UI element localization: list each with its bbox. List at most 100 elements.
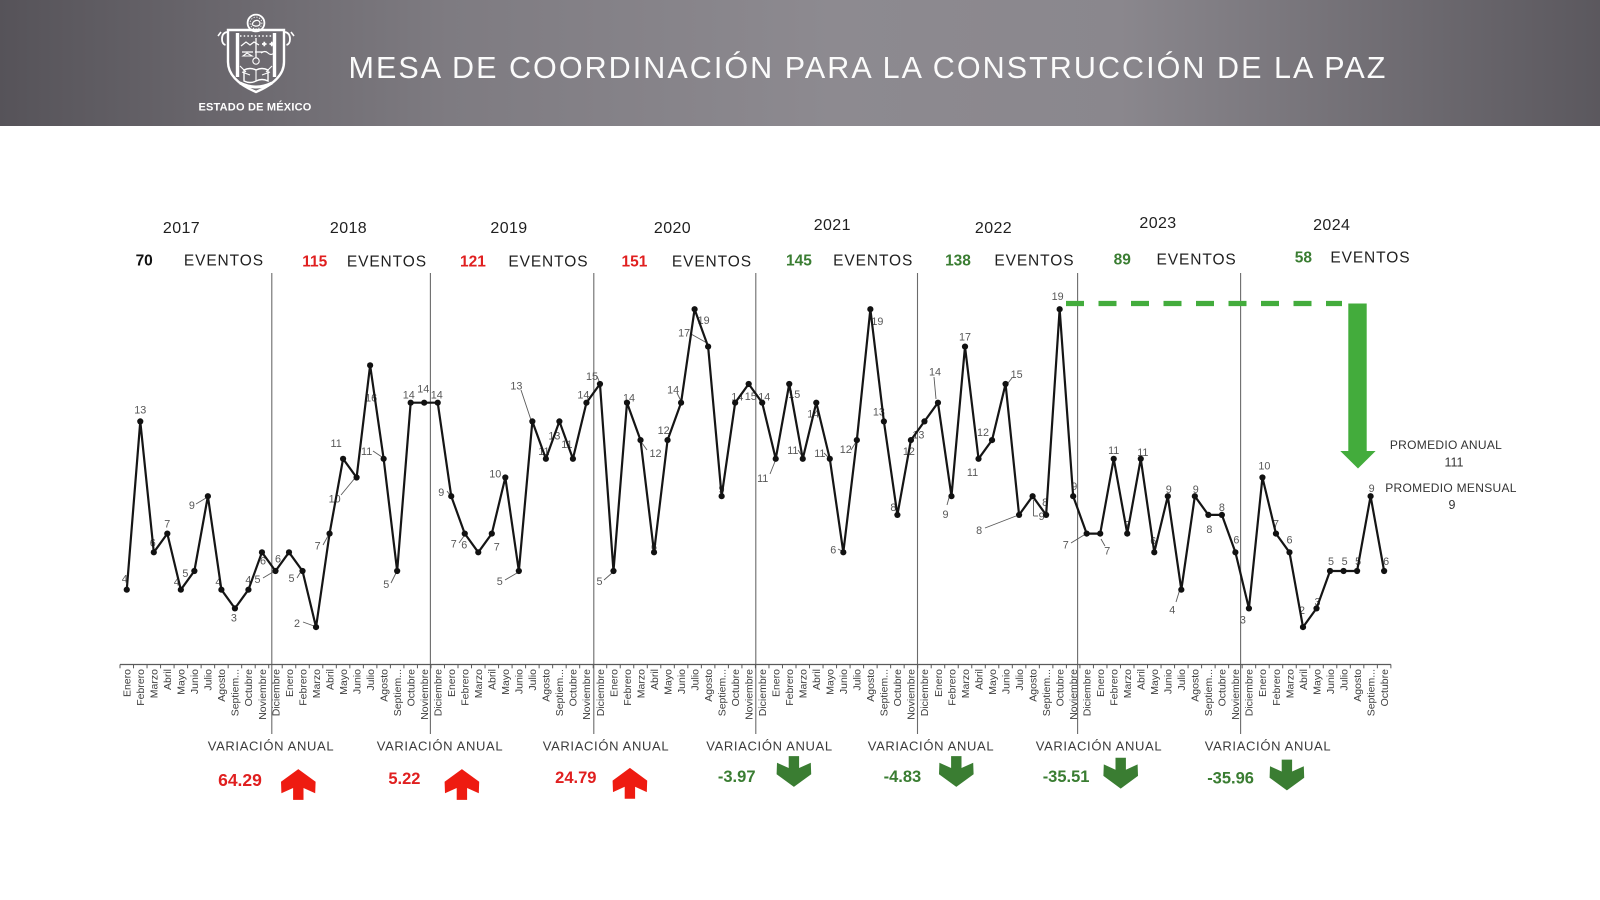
svg-text:VARIACIÓN ANUAL: VARIACIÓN ANUAL — [706, 739, 833, 754]
svg-text:Febrero: Febrero — [135, 669, 147, 706]
svg-text:Julio: Julio — [852, 669, 864, 691]
svg-text:5: 5 — [254, 574, 260, 586]
svg-text:17: 17 — [678, 328, 690, 340]
svg-text:Septiem...: Septiem... — [1203, 669, 1215, 716]
svg-text:Abril: Abril — [1298, 669, 1310, 690]
svg-text:9: 9 — [1193, 484, 1199, 496]
svg-text:Diciembre: Diciembre — [1081, 669, 1093, 716]
svg-text:6: 6 — [830, 544, 836, 556]
svg-text:11: 11 — [757, 473, 768, 485]
svg-text:9: 9 — [1449, 498, 1456, 512]
svg-text:Junio: Junio — [1325, 669, 1337, 694]
svg-text:Mayo: Mayo — [1149, 669, 1161, 695]
svg-text:Diciembre: Diciembre — [270, 669, 282, 716]
svg-text:Enero: Enero — [771, 669, 783, 697]
svg-text:11: 11 — [787, 445, 798, 457]
svg-text:PROMEDIO ANUAL: PROMEDIO ANUAL — [1390, 438, 1502, 452]
svg-text:151: 151 — [621, 254, 647, 271]
svg-text:15: 15 — [745, 391, 757, 403]
svg-text:9: 9 — [942, 509, 948, 521]
svg-text:Septiem...: Septiem... — [230, 669, 242, 716]
svg-text:Febrero: Febrero — [1109, 669, 1121, 706]
svg-text:24.79: 24.79 — [555, 769, 596, 787]
svg-text:Diciembre: Diciembre — [919, 669, 931, 716]
svg-text:Enero: Enero — [933, 669, 945, 697]
svg-text:EVENTOS: EVENTOS — [994, 253, 1074, 270]
svg-text:Febrero: Febrero — [297, 669, 309, 706]
svg-text:10: 10 — [329, 494, 341, 506]
svg-text:11: 11 — [330, 438, 341, 450]
svg-text:6: 6 — [1286, 534, 1292, 546]
svg-text:6: 6 — [1233, 534, 1239, 546]
svg-text:Enero: Enero — [1257, 669, 1269, 697]
svg-text:Junio: Junio — [676, 669, 688, 694]
svg-text:Marzo: Marzo — [149, 669, 161, 698]
svg-text:64.29: 64.29 — [218, 770, 262, 790]
svg-text:4: 4 — [1169, 605, 1175, 617]
svg-text:Abril: Abril — [487, 669, 499, 690]
svg-text:8: 8 — [890, 502, 896, 514]
svg-text:Junio: Junio — [514, 669, 526, 694]
svg-text:Agosto: Agosto — [703, 669, 715, 702]
svg-text:Mayo: Mayo — [662, 669, 674, 695]
svg-text:6: 6 — [275, 553, 281, 565]
svg-text:6: 6 — [1383, 556, 1389, 568]
svg-text:5: 5 — [182, 568, 188, 580]
svg-text:MESA DE COORDINACIÓN PARA LA C: MESA DE COORDINACIÓN PARA LA CONSTRUCCIÓ… — [349, 50, 1388, 85]
svg-text:Mayo: Mayo — [825, 669, 837, 695]
svg-text:VARIACIÓN ANUAL: VARIACIÓN ANUAL — [1205, 739, 1332, 754]
svg-text:13: 13 — [134, 404, 146, 416]
svg-text:Julio: Julio — [689, 669, 701, 691]
svg-text:Julio: Julio — [1338, 669, 1350, 691]
svg-text:58: 58 — [1295, 250, 1313, 267]
svg-text:7: 7 — [494, 542, 500, 554]
svg-text:5: 5 — [596, 576, 602, 588]
svg-text:Febrero: Febrero — [1271, 669, 1283, 706]
svg-text:70: 70 — [136, 253, 153, 270]
svg-text:Abril: Abril — [811, 669, 823, 690]
svg-text:12: 12 — [977, 427, 989, 439]
svg-text:VARIACIÓN ANUAL: VARIACIÓN ANUAL — [377, 739, 504, 754]
svg-text:5: 5 — [1342, 556, 1348, 568]
svg-text:Diciembre: Diciembre — [1244, 669, 1256, 716]
svg-text:Marzo: Marzo — [1122, 669, 1134, 698]
svg-text:Agosto: Agosto — [378, 669, 390, 702]
svg-text:Octubre: Octubre — [1379, 669, 1391, 707]
svg-text:EVENTOS: EVENTOS — [1330, 250, 1410, 267]
svg-text:Noviembre: Noviembre — [743, 669, 755, 720]
svg-text:9: 9 — [189, 500, 195, 512]
svg-text:19: 19 — [871, 316, 883, 328]
svg-text:Febrero: Febrero — [946, 669, 958, 706]
svg-text:Octubre: Octubre — [568, 669, 580, 707]
svg-text:11: 11 — [1108, 445, 1119, 457]
svg-text:145: 145 — [786, 253, 812, 270]
svg-text:Abril: Abril — [324, 669, 336, 690]
svg-text:ESTADO DE MÉXICO: ESTADO DE MÉXICO — [198, 101, 311, 114]
svg-text:5: 5 — [288, 573, 294, 585]
svg-text:EVENTOS: EVENTOS — [347, 254, 427, 271]
svg-text:Enero: Enero — [446, 669, 458, 697]
svg-text:Marzo: Marzo — [311, 669, 323, 698]
svg-text:VARIACIÓN ANUAL: VARIACIÓN ANUAL — [543, 739, 670, 754]
svg-text:Marzo: Marzo — [1284, 669, 1296, 698]
svg-text:Enero: Enero — [122, 669, 134, 697]
svg-text:Julio: Julio — [365, 669, 377, 691]
svg-text:2020: 2020 — [654, 220, 691, 237]
svg-text:Junio: Junio — [1163, 669, 1175, 694]
svg-text:EVENTOS: EVENTOS — [672, 254, 752, 271]
svg-text:89: 89 — [1114, 252, 1132, 269]
svg-text:EVENTOS: EVENTOS — [1157, 252, 1237, 269]
svg-text:Junio: Junio — [838, 669, 850, 694]
svg-text:Mayo: Mayo — [1311, 669, 1323, 695]
svg-text:10: 10 — [489, 469, 501, 481]
svg-text:12: 12 — [840, 444, 852, 456]
svg-text:2018: 2018 — [330, 220, 367, 237]
svg-text:Octubre: Octubre — [892, 669, 904, 707]
svg-text:14: 14 — [577, 390, 589, 402]
svg-text:2017: 2017 — [163, 220, 200, 237]
svg-text:Agosto: Agosto — [541, 669, 553, 702]
svg-text:Octubre: Octubre — [1217, 669, 1229, 707]
svg-text:115: 115 — [302, 254, 327, 271]
svg-text:15: 15 — [586, 371, 598, 383]
svg-text:Agosto: Agosto — [1352, 669, 1364, 702]
